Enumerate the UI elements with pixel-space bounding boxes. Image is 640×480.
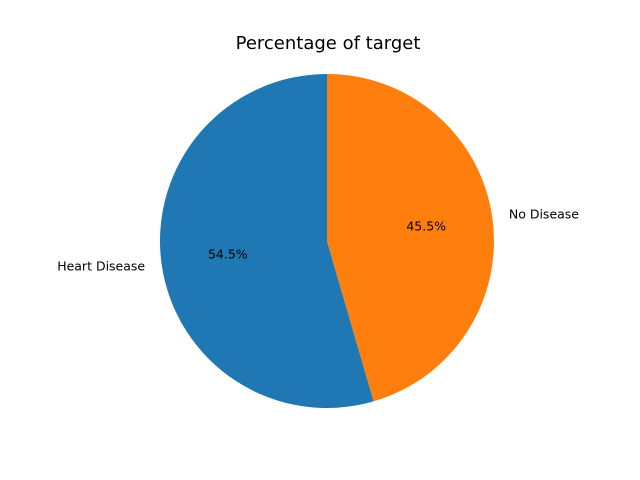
slice-percent-no-disease: 45.5% xyxy=(406,218,446,233)
slice-label-heart-disease: Heart Disease xyxy=(57,258,145,273)
chart-title: Percentage of target xyxy=(236,33,421,54)
pie-labels: Heart Disease 54.5% No Disease 45.5% xyxy=(57,207,579,274)
pie-slice-heart-disease xyxy=(160,74,374,408)
slice-percent-heart-disease: 54.5% xyxy=(208,247,248,262)
pie-slice-no-disease xyxy=(327,74,495,402)
pie-slices xyxy=(160,74,495,408)
slice-label-no-disease: No Disease xyxy=(509,207,579,222)
